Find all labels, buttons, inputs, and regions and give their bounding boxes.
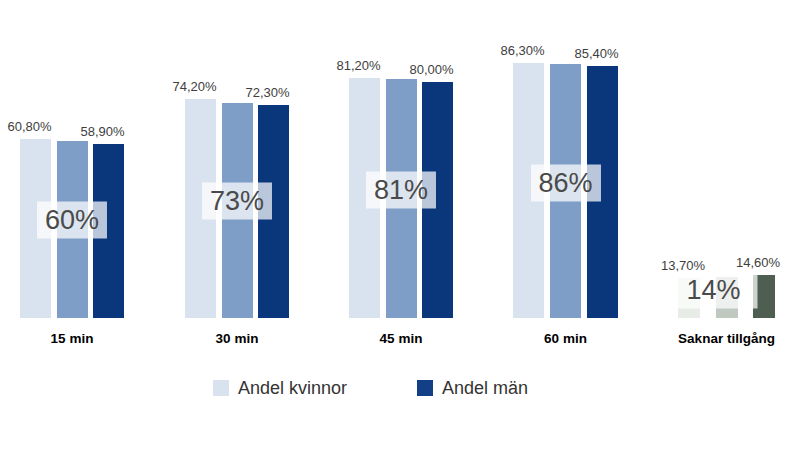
legend-label-man: Andel män [442,379,528,397]
category-label: Saknar tillgång [678,331,775,346]
total-label: 60% [37,202,107,239]
legend-swatch-kvinnor-icon [213,380,229,396]
value-label-man: 80,00% [409,63,453,76]
value-label-kvinnor: 13,70% [661,259,705,272]
legend-swatch-man-icon [417,380,433,396]
total-label: 86% [530,164,600,201]
category-label: 60 min [544,331,587,346]
value-label-man: 85,40% [574,47,618,60]
bar-group-saknar-tillgang: 13,70%14,60%14%Saknar tillgång [678,0,775,318]
legend-item-kvinnor: Andel kvinnor [213,376,347,400]
bar-group-30-min: 74,20%72,30%73%30 min [185,0,289,318]
bar-group-60-min: 86,30%85,40%86%60 min [513,0,618,318]
total-label: 81% [366,172,436,209]
legend-item-man: Andel män [417,376,528,400]
bar-chart: 60,80%58,90%60%15 min74,20%72,30%73%30 m… [0,0,800,318]
value-label-man: 58,90% [80,125,124,138]
bar-group-45-min: 81,20%80,00%81%45 min [349,0,453,318]
legend-label-kvinnor: Andel kvinnor [238,379,347,397]
legend: Andel kvinnor Andel män [0,376,800,400]
bar-group-15-min: 60,80%58,90%60%15 min [20,0,124,318]
value-label-kvinnor: 74,20% [172,80,216,93]
total-label: 14% [670,271,757,308]
value-label-kvinnor: 60,80% [7,120,51,133]
value-label-man: 72,30% [245,86,289,99]
value-label-man: 14,60% [736,256,780,269]
chart-canvas: 60,80% 58,90% 60% 15 min 74,20% 72,30% 73% 30 m… [0,0,800,450]
category-label: 30 min [216,331,259,346]
total-label: 73% [202,182,272,219]
value-label-kvinnor: 86,30% [500,44,544,57]
category-label: 15 min [51,331,94,346]
category-label: 45 min [380,331,423,346]
value-label-kvinnor: 81,20% [336,59,380,72]
